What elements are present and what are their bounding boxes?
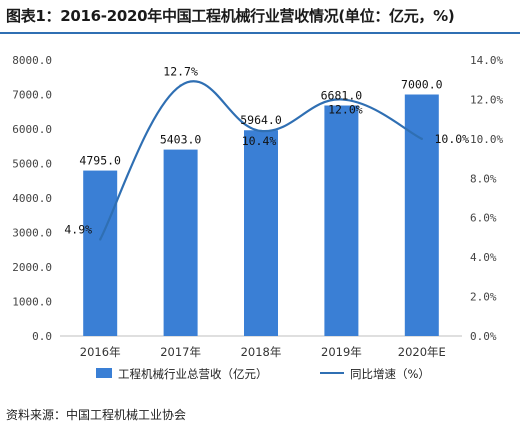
y-left-tick-label: 0.0 [32,330,52,343]
bar [163,149,198,336]
line-value-label: 12.7% [163,65,198,79]
y-right-tick-label: 6.0% [470,212,497,225]
bar [324,105,359,337]
chart-title: 图表1：2016-2020年中国工程机械行业营收情况(单位：亿元，%) [6,7,455,25]
y-left-tick-label: 6000.0 [12,123,52,136]
bar [244,130,278,336]
line-value-label: 10.4% [242,134,277,148]
bar [83,170,118,336]
y-left-tick-label: 7000.0 [12,89,52,102]
y-left-tick-label: 8000.0 [12,54,52,67]
y-left-tick-label: 1000.0 [12,296,52,309]
x-tick-label: 2020年E [398,345,446,359]
bar-value-label: 5403.0 [160,133,202,147]
bar-value-label: 5964.0 [240,113,282,127]
legend-line-label: 同比增速（%） [350,367,430,381]
line-value-label: 4.9% [64,222,92,236]
line-point [340,98,343,101]
y-right-tick-label: 14.0% [470,54,503,67]
bar-value-label: 6681.0 [321,89,363,103]
bar-line-chart: 0.0 1000.0 2000.0 3000.0 4000.0 5000.0 6000.0 7… [12,54,503,381]
line-point [420,137,423,141]
x-tick-label: 2019年 [321,345,362,359]
y-right-tick-label: 4.0% [470,251,497,264]
title-rule [0,32,520,34]
x-tick-label: 2016年 [80,345,121,359]
source-note: 资料来源：中国工程机械工业协会 [6,408,187,422]
growth-line [99,80,423,240]
legend-bar-swatch [96,368,112,378]
y-left-tick-label: 5000.0 [12,158,52,171]
bar [404,94,439,336]
y-right-tick-label: 12.0% [470,93,503,106]
x-tick-label: 2018年 [241,345,282,359]
y-right-tick-label: 0.0% [470,330,497,343]
line-point [259,129,263,133]
bar-value-label: 4795.0 [79,154,121,168]
bar-value-label: 7000.0 [401,78,443,92]
y-left-tick-label: 2000.0 [12,261,52,274]
y-right-tick-label: 2.0% [470,291,497,304]
x-tick-label: 2017年 [160,345,201,359]
y-left-tick-label: 3000.0 [12,227,52,240]
line-value-label: 12.0% [328,102,363,116]
line-point [99,238,102,241]
line-value-label: 10.0% [434,132,469,146]
y-right-tick-label: 8.0% [470,172,497,185]
line-point [179,84,182,87]
y-right-tick-label: 10.0% [470,133,503,146]
y-left-tick-label: 4000.0 [12,192,52,205]
legend-bar-label: 工程机械行业总营收（亿元） [118,367,268,381]
